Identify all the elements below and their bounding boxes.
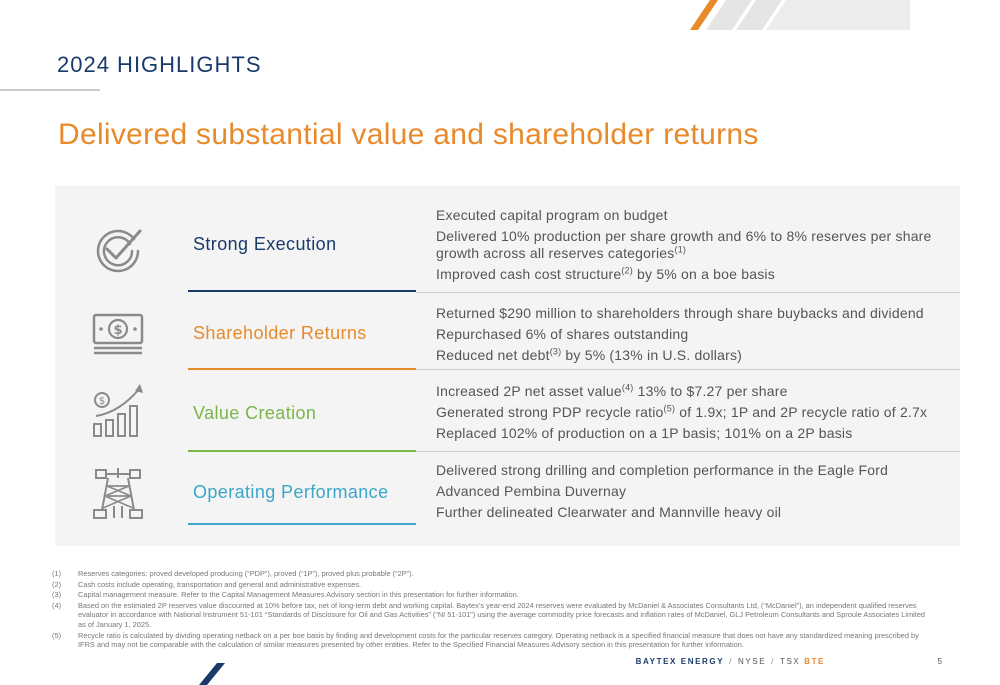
category-label-strong-execution: Strong Execution [193,234,337,254]
money-stack-icon: $ [90,305,146,361]
footnote: (4) Based on the estimated 2P reserves va… [52,600,926,629]
ticker-symbol: BTE [804,657,825,666]
header-stripes-decoration [690,0,910,30]
svg-text:$: $ [113,323,122,338]
bullet-list-value-creation: Increased 2P net asset value(4) 13% to $… [436,383,954,446]
bullet-item: Reduced net debt(3) by 5% (13% in U.S. d… [436,346,743,363]
bullet-item: Repurchased 6% of shares outstanding [436,326,689,342]
row-divider [416,369,960,370]
bullet-item: Returned $290 million to shareholders th… [436,305,924,321]
bullet-item: Advanced Pembina Duvernay [436,483,627,499]
bullet-item: Increased 2P net asset value(4) 13% to $… [436,382,788,399]
footer-stripe-decoration [199,663,225,685]
checkmark-gauge-icon [90,221,146,277]
footnote: (2) Cash costs include operating, transpo… [52,579,362,589]
footer-brand: BAYTEX ENERGY / NYSE / TSX BTE [635,657,825,666]
bullet-list-shareholder-returns: Returned $290 million to shareholders th… [436,305,954,368]
highlight-row-shareholder-returns: $ Shareholder Returns Returned $290 mill… [55,293,960,370]
highlight-row-operating-performance: Operating Performance Delivered strong d… [55,452,960,546]
section-label: 2024 HIGHLIGHTS [57,52,262,77]
highlight-row-value-creation: $ Value Creation Increased 2P net asset … [55,370,960,452]
footnote: (3) Capital management measure. Refer to … [52,590,519,600]
growth-chart-icon: $ [90,382,146,438]
bullet-list-strong-execution: Executed capital program on budget Deliv… [436,207,954,287]
bullet-item: Delivered 10% production per share growt… [436,228,932,261]
highlight-row-strong-execution: Strong Execution Executed capital progra… [55,186,960,293]
row-divider [416,292,960,293]
category-underline [188,523,416,525]
drilling-rig-icon [90,464,146,520]
category-underline [188,368,416,370]
row-divider [416,451,960,452]
category-label-value-creation: Value Creation [193,403,317,423]
footnote: (5) Recycle ratio is calculated by dividi… [52,630,919,650]
exchange-nyse: NYSE [737,657,767,666]
bullet-item: Delivered strong drilling and completion… [436,462,889,478]
svg-text:$: $ [99,396,105,407]
bullet-list-operating-performance: Delivered strong drilling and completion… [436,462,954,525]
category-label-shareholder-returns: Shareholder Returns [193,323,367,343]
page-headline: Delivered substantial value and sharehol… [58,118,759,151]
category-underline [188,290,416,292]
bullet-item: Generated strong PDP recycle ratio(5) of… [436,403,928,420]
footnote: (1) Reserves categories: proved developed… [52,569,414,578]
page-number: 5 [937,657,942,666]
bullet-item: Further delineated Clearwater and Mannvi… [436,504,782,520]
category-underline [188,450,416,452]
category-label-operating-performance: Operating Performance [193,482,389,502]
bullet-item: Improved cash cost structure(2) by 5% on… [436,265,775,282]
section-rule [0,89,100,91]
bullet-item: Replaced 102% of production on a 1P basi… [436,425,853,441]
company-name: BAYTEX ENERGY [635,657,725,666]
highlights-panel: Strong Execution Executed capital progra… [55,186,960,546]
bullet-item: Executed capital program on budget [436,207,668,223]
footnotes: (1) Reserves categories: proved developed… [52,569,932,651]
exchange-tsx: TSX [780,657,801,666]
